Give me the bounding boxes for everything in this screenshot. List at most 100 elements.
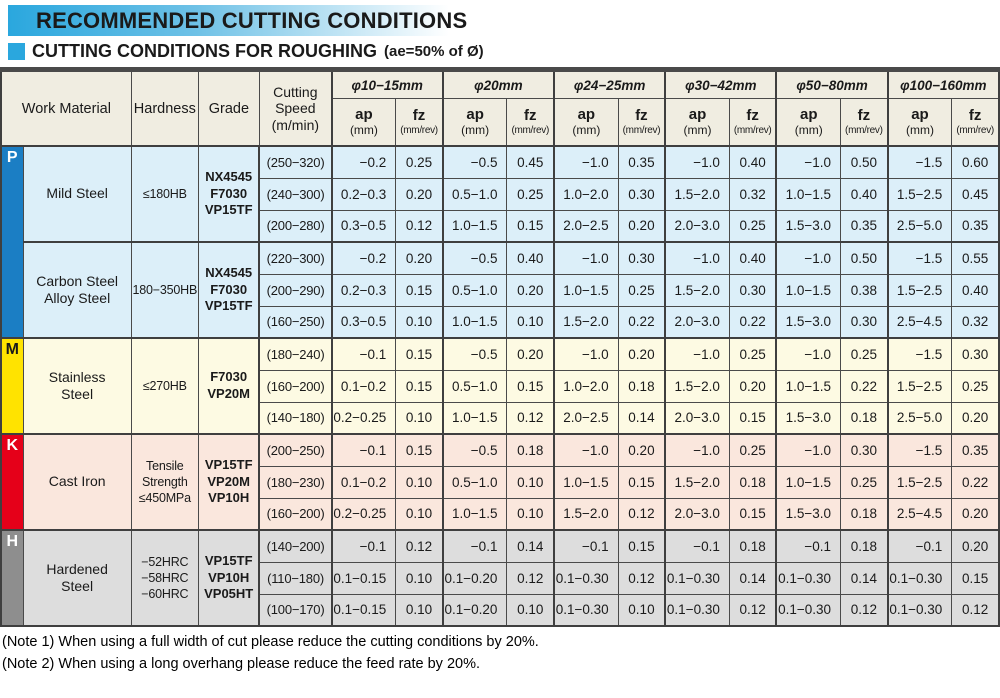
- material-name-cell: Hardened Steel: [22, 529, 132, 627]
- ap-value-cell: 0.1−0.30: [664, 561, 730, 595]
- fz-value-cell: 0.15: [617, 465, 666, 499]
- fz-value-cell: 0.12: [395, 209, 444, 243]
- table-row: H Hardened Steel −52HRC −58HRC −60HRC VP15T…: [0, 529, 1000, 627]
- fz-value-cell: 0.60: [951, 145, 1000, 179]
- table-row: K Cast Iron Tensile Strength ≤450MPa VP15TF…: [0, 433, 1000, 531]
- ap-value-cell: 0.1−0.15: [330, 593, 397, 627]
- cutting-speed-cell: (200−290): [258, 273, 333, 307]
- ap-value-cell: 1.0−1.5: [441, 209, 508, 243]
- table-row: P Mild Steel ≤180HB NX4545 F7030 VP15TF (250…: [0, 145, 1000, 339]
- fz-value-cell: 0.15: [395, 337, 444, 371]
- hardness-cell: ≤180HB: [130, 145, 199, 243]
- fz-value-cell: 0.15: [395, 369, 444, 403]
- ap-value-cell: −0.1: [553, 529, 619, 563]
- fz-value-cell: 0.18: [728, 465, 777, 499]
- fz-value-cell: 0.14: [617, 401, 666, 435]
- fz-value-cell: 0.18: [840, 401, 889, 435]
- hardness-cell: 180−350HB: [130, 241, 199, 339]
- fz-value-cell: 0.20: [506, 337, 555, 371]
- cutting-speed-cell: (140−200): [258, 529, 333, 563]
- ap-value-cell: 0.1−0.20: [441, 561, 508, 595]
- fz-value-cell: 0.20: [951, 529, 1000, 563]
- ap-value-cell: 1.5−2.5: [886, 273, 953, 307]
- fz-value-cell: 0.15: [617, 529, 666, 563]
- ap-value-cell: 0.2−0.3: [330, 273, 397, 307]
- fz-value-cell: 0.10: [395, 593, 444, 627]
- fz-value-cell: 0.14: [840, 561, 889, 595]
- fz-value-cell: 0.22: [840, 369, 889, 403]
- ap-value-cell: −1.5: [886, 337, 953, 371]
- fz-value-cell: 0.14: [506, 529, 555, 563]
- fz-value-cell: 0.20: [617, 209, 666, 243]
- grade-header: Grade: [197, 69, 260, 147]
- blue-square-icon: [8, 43, 25, 60]
- fz-value-cell: 0.14: [728, 561, 777, 595]
- fz-value-cell: 0.35: [951, 433, 1000, 467]
- ap-value-cell: 0.3−0.5: [330, 209, 397, 243]
- ap-value-cell: −0.1: [664, 529, 730, 563]
- fz-value-cell: 0.10: [395, 401, 444, 435]
- fz-value-cell: 0.10: [506, 593, 555, 627]
- ap-value-cell: 1.5−2.0: [553, 305, 619, 339]
- cutting-speed-cell: (220−300): [258, 241, 333, 275]
- fz-value-cell: 0.12: [728, 593, 777, 627]
- table-row: (140−180) 0.2−0.25 0.10 1.0−1.5 0.12 2.0−2.5 0…: [1, 401, 1000, 435]
- ap-value-cell: −1.0: [553, 433, 619, 467]
- subtitle-text: CUTTING CONDITIONS FOR ROUGHING: [32, 41, 377, 61]
- ap-value-cell: 0.1−0.30: [553, 593, 619, 627]
- ap-value-cell: 1.0−2.0: [553, 369, 619, 403]
- hardness-cell: ≤270HB: [130, 337, 199, 435]
- ap-value-cell: 0.1−0.30: [664, 593, 730, 627]
- fz-value-cell: 0.25: [728, 337, 777, 371]
- ap-value-cell: 2.0−3.0: [664, 305, 730, 339]
- ap-value-cell: 0.1−0.2: [330, 369, 397, 403]
- ap-value-cell: 0.5−1.0: [441, 369, 508, 403]
- fz-value-cell: 0.10: [506, 465, 555, 499]
- fz-value-cell: 0.32: [951, 305, 1000, 339]
- fz-value-cell: 0.18: [728, 529, 777, 563]
- note-2: (Note 2) When using a long overhang plea…: [2, 655, 480, 672]
- ap-value-cell: −0.5: [441, 145, 508, 179]
- ap-value-cell: 0.2−0.25: [330, 497, 397, 531]
- fz-value-cell: 0.55: [951, 241, 1000, 275]
- fz-value-cell: 0.40: [506, 241, 555, 275]
- grade-cell: NX4545 F7030 VP15TF: [197, 241, 260, 339]
- ap-value-cell: 1.5−2.5: [886, 369, 953, 403]
- iso-band-letter-h: H: [0, 529, 24, 627]
- fz-value-cell: 0.20: [728, 369, 777, 403]
- ap-value-cell: 1.0−1.5: [775, 177, 842, 211]
- table-row: (180−230) 0.1−0.2 0.10 0.5−1.0 0.10 1.0−1.5 0.…: [1, 465, 1000, 499]
- hardness-cell: Tensile Strength ≤450MPa: [130, 433, 199, 531]
- ap-value-cell: 0.2−0.3: [330, 177, 397, 211]
- ap-value-cell: 1.0−1.5: [441, 305, 508, 339]
- fz-value-cell: 0.25: [506, 177, 555, 211]
- fz-value-cell: 0.10: [506, 497, 555, 531]
- fz-value-cell: 0.15: [395, 433, 444, 467]
- fz-value-cell: 0.12: [506, 401, 555, 435]
- cutting-speed-cell: (160−250): [258, 305, 333, 339]
- ap-value-cell: −0.2: [330, 145, 397, 179]
- table-head: Work Material Hardness Grade Cutting Spe…: [0, 69, 1000, 147]
- diameter-group-header: φ100−160mm: [886, 69, 1000, 99]
- ap-value-cell: −1.0: [775, 433, 842, 467]
- ap-value-cell: 2.0−3.0: [664, 497, 730, 531]
- table-row: M Stainless Steel ≤270HB F7030 VP20M (180−24…: [0, 337, 1000, 435]
- catalog-page: RECOMMENDED CUTTING CONDITIONS CUTTING C…: [0, 5, 1000, 676]
- ap-column-header: ap (mm): [441, 98, 508, 147]
- ap-value-cell: 1.0−1.5: [775, 465, 842, 499]
- diameter-group-header: φ24−25mm: [553, 69, 666, 99]
- fz-value-cell: 0.10: [395, 561, 444, 595]
- ap-value-cell: 0.5−1.0: [441, 465, 508, 499]
- ap-value-cell: −1.0: [664, 145, 730, 179]
- ap-value-cell: −0.1: [330, 337, 397, 371]
- ap-value-cell: 0.1−0.30: [775, 561, 842, 595]
- fz-column-header: fz (mm/rev): [617, 98, 666, 147]
- ap-value-cell: 0.1−0.30: [553, 561, 619, 595]
- fz-value-cell: 0.15: [395, 273, 444, 307]
- fz-value-cell: 0.20: [617, 337, 666, 371]
- cutting-conditions-table: Work Material Hardness Grade Cutting Spe…: [0, 67, 1000, 627]
- fz-value-cell: 0.25: [395, 145, 444, 179]
- fz-value-cell: 0.30: [840, 433, 889, 467]
- iso-band-letter-m: M: [0, 337, 24, 435]
- material-name-cell: Mild Steel: [22, 145, 132, 243]
